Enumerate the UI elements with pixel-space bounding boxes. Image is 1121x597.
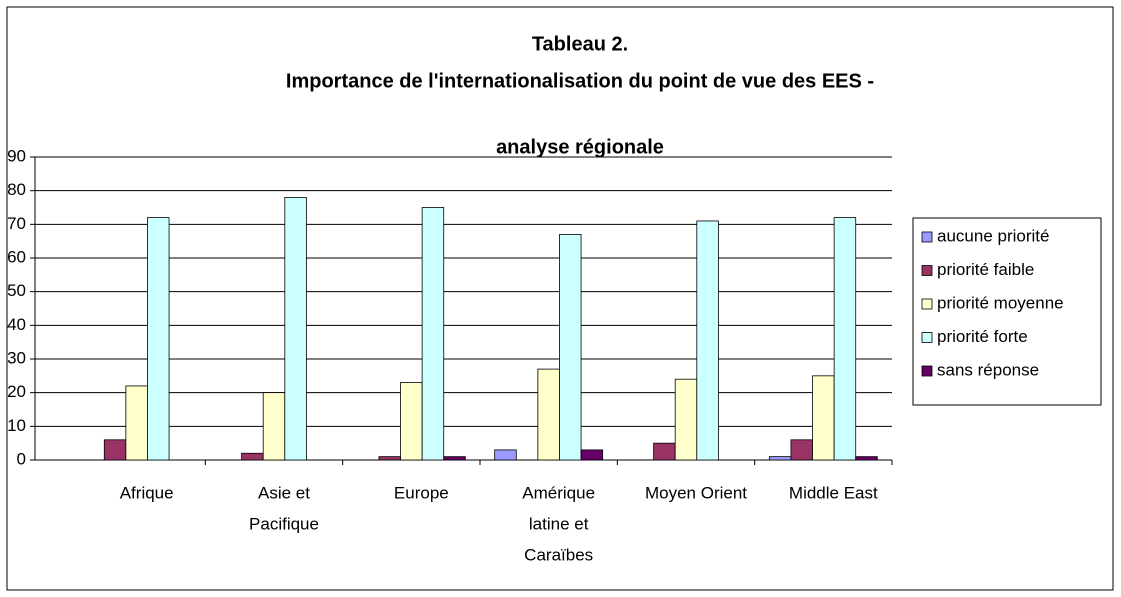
bar — [674, 378, 698, 461]
x-tick-label: Asie et — [258, 483, 310, 502]
bar — [559, 234, 582, 461]
bar — [833, 217, 857, 461]
x-tick-label: Caraïbes — [524, 545, 593, 564]
y-tick-label: 80 — [7, 180, 26, 199]
bar — [537, 368, 560, 461]
x-tick-label: Middle East — [789, 483, 878, 502]
bar — [125, 385, 148, 461]
x-tick-label: latine et — [529, 514, 589, 533]
chart-title: Importance de l'internationalisation du … — [286, 70, 874, 92]
bar — [768, 456, 792, 461]
legend-box — [912, 217, 1102, 406]
y-tick-label: 30 — [7, 348, 26, 367]
bar — [790, 439, 813, 461]
bar — [262, 392, 286, 461]
y-tick-label: 20 — [7, 382, 26, 401]
bar — [580, 449, 604, 461]
legend-label: priorité forte — [937, 327, 1028, 346]
bar — [494, 449, 517, 461]
legend-label: priorité faible — [937, 260, 1034, 279]
bar — [378, 456, 401, 461]
bar — [241, 452, 264, 461]
bar — [400, 382, 423, 461]
bar — [147, 217, 170, 461]
legend-label: sans réponse — [937, 360, 1039, 379]
bar — [812, 375, 835, 461]
y-tick-label: 10 — [7, 416, 26, 435]
legend-label: priorité moyenne — [937, 293, 1064, 312]
legend-swatch — [921, 231, 933, 243]
bar — [103, 439, 127, 461]
bar — [653, 442, 676, 461]
y-tick-label: 40 — [7, 315, 26, 334]
y-tick-label: 60 — [7, 247, 26, 266]
legend-swatch — [921, 332, 933, 343]
chart-title: Tableau 2. — [532, 33, 628, 55]
y-tick-label: 0 — [17, 449, 26, 468]
x-tick-label: Amérique — [522, 483, 595, 502]
y-tick-label: 50 — [7, 281, 26, 300]
y-tick-label: 90 — [7, 146, 26, 165]
bar — [855, 456, 878, 461]
bar — [443, 456, 466, 461]
bar — [284, 196, 307, 461]
bar — [696, 220, 719, 461]
x-tick-label: Moyen Orient — [645, 483, 747, 502]
x-tick-label: Afrique — [120, 483, 174, 502]
bar — [421, 207, 445, 461]
x-tick-label: Europe — [394, 483, 449, 502]
legend-swatch — [921, 265, 933, 276]
chart-title: analyse régionale — [496, 136, 664, 158]
x-tick-label: Pacifique — [249, 514, 319, 533]
y-tick-label: 70 — [7, 214, 26, 233]
legend-label: aucune priorité — [937, 226, 1049, 245]
legend-swatch — [921, 298, 933, 310]
legend-swatch — [921, 365, 933, 377]
